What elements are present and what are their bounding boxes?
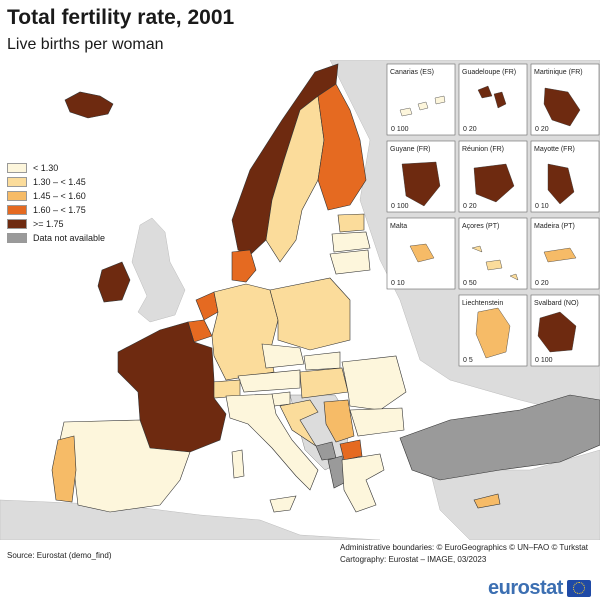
legend-label: 1.45 – < 1.60	[33, 191, 86, 201]
legend-label: 1.30 – < 1.45	[33, 177, 86, 187]
country-greece	[341, 453, 385, 513]
credits: Administrative boundaries: © EuroGeograp…	[340, 542, 588, 566]
inset-scale-guyane: 0 100	[391, 203, 409, 210]
map-subtitle: Live births per woman	[7, 36, 164, 53]
inset-scale-svalbard: 0 100	[535, 357, 553, 364]
inset-label-acores: Açores (PT)	[462, 223, 499, 230]
legend-swatch	[7, 177, 27, 187]
legend-item: < 1.30	[7, 161, 105, 175]
legend-label: >= 1.75	[33, 219, 64, 229]
country-iceland	[64, 91, 114, 119]
legend-item: 1.60 – < 1.75	[7, 203, 105, 217]
inset-label-mayotte: Mayotte (FR)	[534, 146, 575, 153]
source-note: Source: Eurostat (demo_find)	[7, 551, 112, 560]
country-portugal	[51, 435, 77, 503]
inset-label-reunion: Réunion (FR)	[462, 146, 504, 153]
country-czechia	[261, 343, 305, 369]
country-sicily	[269, 495, 297, 513]
country-latvia	[331, 231, 371, 253]
eu-flag-icon	[566, 580, 591, 597]
inset-label-martinique: Martinique (FR)	[534, 69, 583, 76]
country-slovenia	[271, 391, 291, 407]
map-legend: < 1.30 1.30 – < 1.45 1.45 – < 1.60 1.60 …	[7, 161, 105, 245]
legend-label: Data not available	[33, 233, 106, 243]
legend-swatch	[7, 163, 27, 173]
legend-swatch	[7, 205, 27, 215]
country-lithuania	[329, 249, 371, 275]
country-turkey	[399, 394, 600, 481]
inset-scales: 0 100 0 20 0 20 0 100 0 20 0 10 0 10 0 5…	[391, 126, 553, 364]
legend-swatch	[7, 219, 27, 229]
legend-swatch	[7, 233, 27, 243]
country-hungary	[299, 367, 349, 399]
legend-label: < 1.30	[33, 163, 59, 173]
legend-label: 1.60 – < 1.75	[33, 205, 86, 215]
country-italy	[225, 393, 319, 491]
inset-label-guadeloupe: Guadeloupe (FR)	[462, 69, 516, 76]
inset-shapes	[399, 85, 581, 359]
inset-scale-reunion: 0 20	[463, 203, 477, 210]
inset-label-svalbard: Svalbard (NO)	[534, 300, 579, 307]
inset-label-liechtenstein: Liechtenstein	[462, 300, 503, 307]
country-poland	[269, 277, 351, 351]
inset-scale-guadeloupe: 0 20	[463, 126, 477, 133]
land-north-africa	[0, 499, 381, 540]
map-title: Total fertility rate, 2001	[7, 6, 235, 29]
country-croatia	[279, 399, 319, 447]
inset-label-guyane: Guyane (FR)	[390, 146, 430, 153]
country-sardinia	[231, 449, 245, 479]
legend-item: 1.45 – < 1.60	[7, 189, 105, 203]
country-serbia	[323, 399, 355, 443]
country-cyprus	[473, 493, 501, 509]
country-finland	[317, 83, 367, 211]
inset-label-malta: Malta	[390, 223, 407, 230]
country-north-macedonia	[339, 439, 363, 461]
inset-label-canarias: Canarias (ES)	[390, 69, 434, 76]
inset-label-madeira: Madeira (PT)	[534, 223, 575, 230]
inset-scale-liechtenstein: 0 5	[463, 357, 473, 364]
inset-scale-madeira: 0 20	[535, 280, 549, 287]
inset-scale-acores: 0 50	[463, 280, 477, 287]
country-slovakia	[303, 351, 341, 371]
inset-scale-canarias: 0 100	[391, 126, 409, 133]
legend-swatch	[7, 191, 27, 201]
logo-text: eurostat	[488, 577, 563, 599]
country-denmark	[231, 249, 257, 283]
legend-item: Data not available	[7, 231, 105, 245]
inset-scale-malta: 0 10	[391, 280, 405, 287]
country-austria	[237, 369, 301, 393]
credits-cartography: Cartography: Eurostat – IMAGE, 03/2023	[340, 555, 487, 564]
inset-scale-mayotte: 0 10	[535, 203, 549, 210]
europe-map: Canarias (ES) Guadeloupe (FR) Martinique…	[0, 60, 600, 540]
country-bulgaria	[349, 407, 405, 437]
eurostat-logo: eurostat	[488, 577, 591, 600]
legend-item: >= 1.75	[7, 217, 105, 231]
country-germany	[211, 283, 279, 381]
land-uk	[131, 217, 186, 323]
inset-labels: Canarias (ES) Guadeloupe (FR) Martinique…	[390, 69, 583, 307]
credits-boundaries: Administrative boundaries: © EuroGeograp…	[340, 543, 589, 552]
country-ireland	[97, 261, 131, 303]
legend-item: 1.30 – < 1.45	[7, 175, 105, 189]
country-france	[117, 321, 227, 453]
country-estonia	[337, 213, 365, 233]
country-romania	[341, 355, 407, 411]
inset-scale-martinique: 0 20	[535, 126, 549, 133]
